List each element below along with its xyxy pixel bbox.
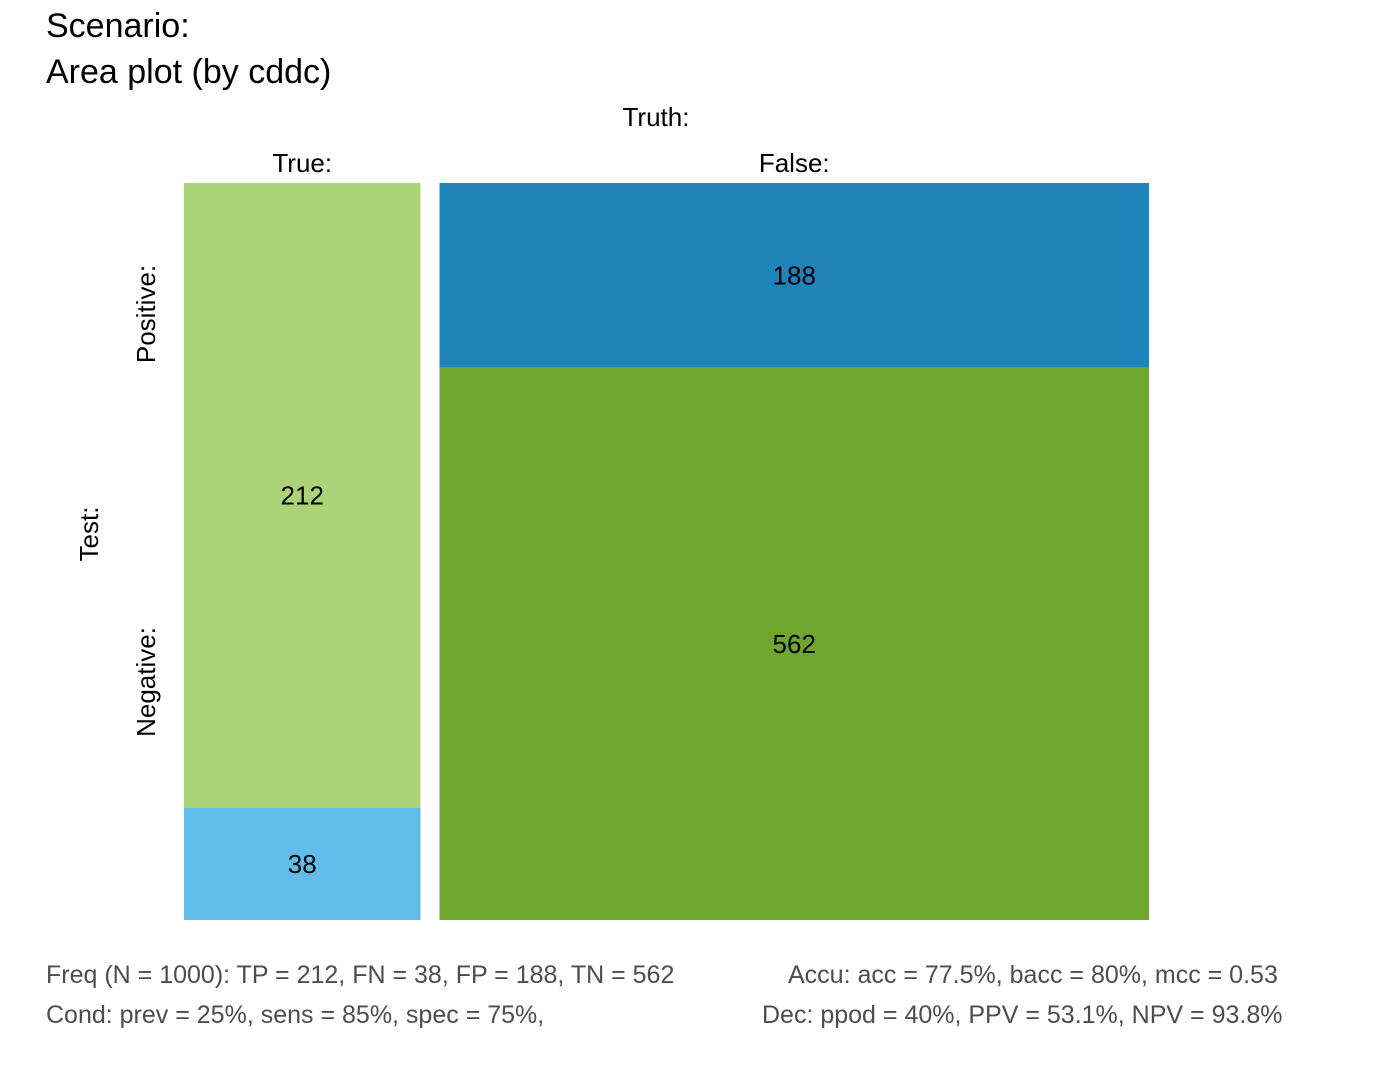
cell-value-tn: 562 xyxy=(773,629,816,659)
column-label-false: False: xyxy=(759,148,830,178)
cell-fn xyxy=(184,807,421,920)
footer-dec: Dec: ppod = 40%, PPV = 53.1%, NPV = 93.8… xyxy=(762,1001,1283,1029)
column-label-true: True: xyxy=(272,148,332,178)
cell-tp xyxy=(184,183,421,808)
cell-tn xyxy=(439,367,1149,920)
area-cells: 212 38 188 562 xyxy=(184,183,1149,920)
truth-axis-label: Truth: xyxy=(623,102,690,132)
chart-title-line1: Scenario: xyxy=(46,7,190,45)
cell-value-tp: 212 xyxy=(281,480,324,510)
footer-accu: Accu: acc = 77.5%, bacc = 80%, mcc = 0.5… xyxy=(788,961,1278,989)
chart-title-line2: Area plot (by cddc) xyxy=(46,53,332,91)
test-axis-label: Test: xyxy=(74,507,104,562)
row-label-negative: Negative: xyxy=(131,627,161,737)
area-plot: 212 38 188 562 Truth: True: False: Positive… xyxy=(74,102,1149,920)
cell-value-fn: 38 xyxy=(288,849,317,879)
row-label-positive: Positive: xyxy=(131,265,161,363)
cell-fp xyxy=(439,183,1149,368)
cell-value-fp: 188 xyxy=(773,260,816,290)
footer-freq: Freq (N = 1000): TP = 212, FN = 38, FP =… xyxy=(46,961,675,989)
footer-cond: Cond: prev = 25%, sens = 85%, spec = 75%… xyxy=(46,1001,545,1029)
